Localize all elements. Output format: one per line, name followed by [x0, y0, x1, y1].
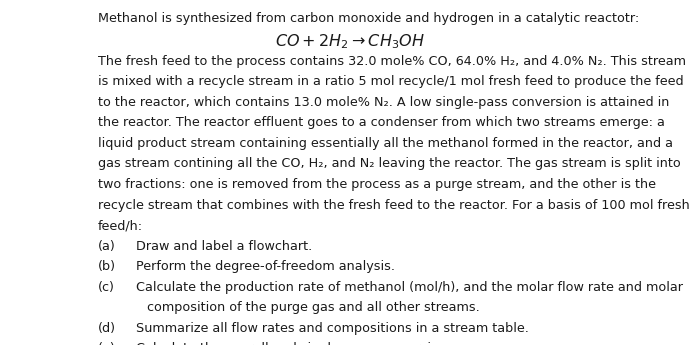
Text: Calculate the overall and single-pass conversions.: Calculate the overall and single-pass co…	[136, 342, 458, 345]
Text: Methanol is synthesized from carbon monoxide and hydrogen in a catalytic reactot: Methanol is synthesized from carbon mono…	[98, 12, 639, 25]
Text: gas stream contining all the CO, H₂, and N₂ leaving the reactor. The gas stream : gas stream contining all the CO, H₂, and…	[98, 157, 680, 170]
Text: (e): (e)	[98, 342, 116, 345]
Text: to the reactor, which contains 13.0 mole% N₂. A low single-pass conversion is at: to the reactor, which contains 13.0 mole…	[98, 96, 669, 109]
Text: (d): (d)	[98, 322, 116, 335]
Text: (a): (a)	[98, 239, 116, 253]
Text: (c): (c)	[98, 281, 115, 294]
Text: Perform the degree-of-freedom analysis.: Perform the degree-of-freedom analysis.	[136, 260, 395, 273]
Text: (b): (b)	[98, 260, 116, 273]
Text: liquid product stream containing essentially all the methanol formed in the reac: liquid product stream containing essenti…	[98, 137, 673, 150]
Text: recycle stream that combines with the fresh feed to the reactor. For a basis of : recycle stream that combines with the fr…	[98, 199, 690, 211]
Text: The fresh feed to the process contains 32.0 mole% CO, 64.0% H₂, and 4.0% N₂. Thi: The fresh feed to the process contains 3…	[98, 55, 686, 68]
Text: Summarize all flow rates and compositions in a stream table.: Summarize all flow rates and composition…	[136, 322, 529, 335]
Text: feed/h:: feed/h:	[98, 219, 143, 232]
Text: the reactor. The reactor effluent goes to a condenser from which two streams eme: the reactor. The reactor effluent goes t…	[98, 117, 665, 129]
Text: $CO + 2H_2 \rightarrow CH_3OH$: $CO + 2H_2 \rightarrow CH_3OH$	[275, 33, 425, 51]
Text: two fractions: one is removed from the process as a purge stream, and the other : two fractions: one is removed from the p…	[98, 178, 656, 191]
Text: Calculate the production rate of methanol (mol/h), and the molar flow rate and m: Calculate the production rate of methano…	[136, 281, 683, 294]
Text: is mixed with a recycle stream in a ratio 5 mol recycle/1 mol fresh feed to prod: is mixed with a recycle stream in a rati…	[98, 75, 684, 88]
Text: Draw and label a flowchart.: Draw and label a flowchart.	[136, 239, 313, 253]
Text: composition of the purge gas and all other streams.: composition of the purge gas and all oth…	[147, 301, 480, 314]
